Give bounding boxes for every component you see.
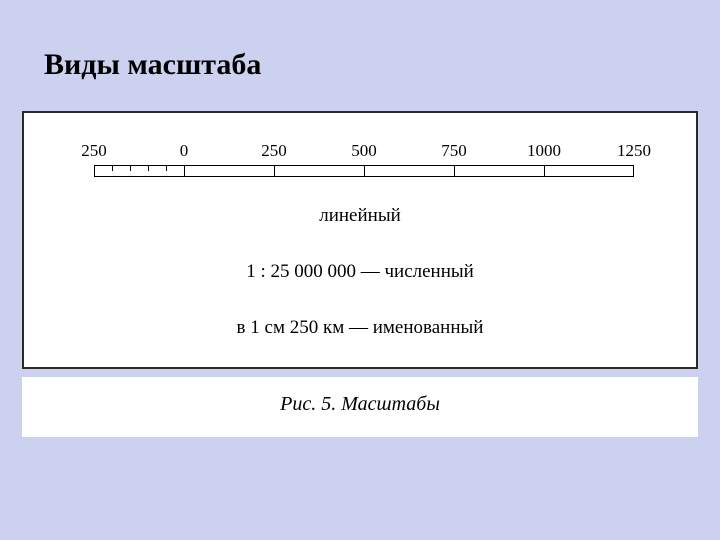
major-tick — [544, 165, 545, 177]
label-numeric: 1 : 25 000 000 — численный — [24, 261, 696, 283]
tick-labels: 250 0 250 500 750 1000 1250 — [94, 141, 634, 161]
major-tick — [454, 165, 455, 177]
minor-tick — [166, 165, 167, 171]
major-tick — [274, 165, 275, 177]
caption-panel: Рис. 5. Масштабы — [22, 377, 698, 437]
tick-label: 250 — [261, 141, 287, 161]
minor-tick — [148, 165, 149, 171]
tick-label: 0 — [180, 141, 189, 161]
tick-label: 1000 — [527, 141, 561, 161]
page-title: Виды масштаба — [44, 48, 261, 82]
diagram-panel: 250 0 250 500 750 1000 1250 линейный 1 :… — [22, 111, 698, 369]
tick-label: 250 — [81, 141, 107, 161]
label-linear: линейный — [24, 205, 696, 227]
minor-tick — [130, 165, 131, 171]
major-tick — [184, 165, 185, 177]
minor-tick — [112, 165, 113, 171]
figure-caption: Рис. 5. Масштабы — [22, 377, 698, 416]
major-tick — [364, 165, 365, 177]
scale-bar: 250 0 250 500 750 1000 1250 — [94, 141, 634, 177]
label-named: в 1 см 250 км — именованный — [24, 317, 696, 339]
tick-label: 750 — [441, 141, 467, 161]
tick-label: 1250 — [617, 141, 651, 161]
tick-label: 500 — [351, 141, 377, 161]
scale-bar-rect — [94, 165, 634, 177]
